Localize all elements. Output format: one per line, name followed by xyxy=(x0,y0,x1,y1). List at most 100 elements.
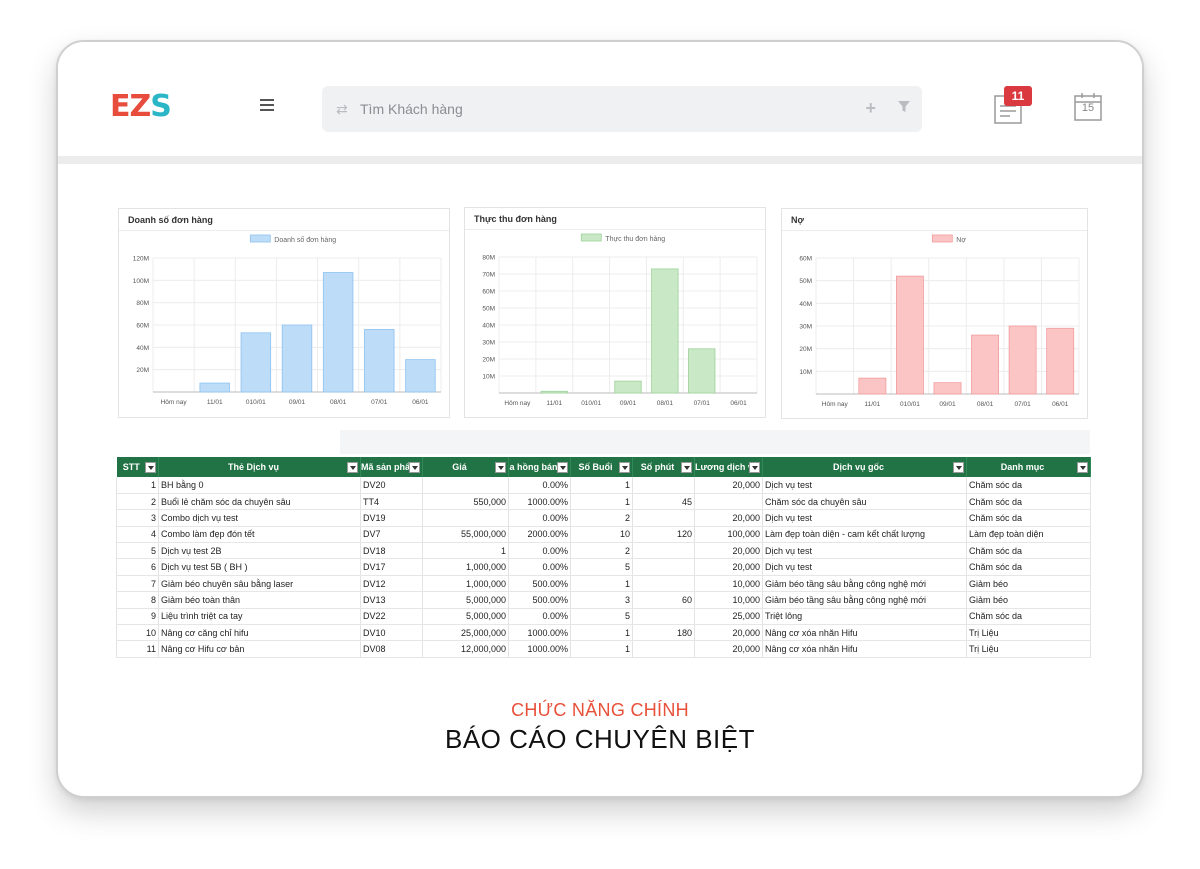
x-tick-label: 06/01 xyxy=(730,400,747,407)
column-header-label: Danh mục xyxy=(1000,462,1045,472)
x-tick-label: 09/01 xyxy=(289,399,306,406)
table-cell: 2 xyxy=(570,542,633,560)
table-cell: 4 xyxy=(116,526,159,544)
y-tick-label: 50M xyxy=(482,306,495,313)
x-tick-label: 11/01 xyxy=(207,399,223,406)
bar xyxy=(896,275,924,395)
table-cell: Dịch vụ test 5B ( BH ) xyxy=(158,558,361,576)
calendar-button[interactable]: 15 xyxy=(1074,92,1104,122)
table-cell: Nâng cơ Hifu cơ bản xyxy=(158,640,361,658)
chart-panel-debt: Nợ Nợ 10M 20M 30M 40M 50M 60M Hôm nay 11/01 010/0… xyxy=(781,208,1088,419)
table-cell xyxy=(632,509,695,527)
table-cell: 10 xyxy=(570,526,633,544)
service-report-table: STT Thẻ Dịch vụ Mã sản phẩ Giá a hồng bán Số … xyxy=(116,457,1091,658)
hamburger-icon[interactable] xyxy=(260,99,274,111)
column-header-label: Số Buổi xyxy=(578,462,613,472)
table-row[interactable]: 4 Combo làm đẹp đón tết DV7 55,000,000 2000.… xyxy=(116,526,1091,544)
table-cell: Buổi lẻ chăm sóc da chuyên sâu xyxy=(158,493,361,511)
table-cell: 1 xyxy=(570,624,633,642)
x-tick-label: Hôm nay xyxy=(161,399,188,406)
table-row[interactable]: 1 BH bằng 0 DV20 0.00% 1 20,000 Dịch vụ test Ch… xyxy=(116,477,1091,494)
column-header-label: Dịch vụ gốc xyxy=(832,462,884,472)
table-row[interactable]: 3 Combo dịch vụ test DV19 0.00% 2 20,000 Dịch … xyxy=(116,509,1091,527)
filter-dropdown-button[interactable] xyxy=(681,462,692,473)
bar xyxy=(1046,327,1075,395)
table-cell: Dịch vụ test xyxy=(762,542,967,560)
column-header: Giá xyxy=(422,457,509,477)
table-cell: Chăm sóc da xyxy=(966,558,1091,576)
table-cell: Chăm sóc da chuyên sâu xyxy=(762,493,967,511)
y-tick-label: 10M xyxy=(799,369,812,376)
table-cell: DV20 xyxy=(360,477,423,494)
table-row[interactable]: 9 Liệu trình triệt ca tay DV22 5,000,000 0.0… xyxy=(116,608,1091,626)
table-cell: Chăm sóc da xyxy=(966,493,1091,511)
table-cell: 1,000,000 xyxy=(422,575,509,593)
table-cell: 20,000 xyxy=(694,477,763,494)
customer-search-input[interactable] xyxy=(360,86,840,132)
table-cell: 20,000 xyxy=(694,640,763,658)
bar xyxy=(364,329,395,393)
table-cell: DV17 xyxy=(360,558,423,576)
table-cell: 500.00% xyxy=(508,591,571,609)
table-cell: Combo dịch vụ test xyxy=(158,509,361,527)
table-cell: 25,000 xyxy=(694,608,763,626)
table-body: 1 BH bằng 0 DV20 0.00% 1 20,000 Dịch vụ test Ch… xyxy=(116,477,1091,658)
table-cell: Dịch vụ test xyxy=(762,558,967,576)
chart-title: Doanh số đơn hàng xyxy=(119,209,449,231)
table-row[interactable]: 5 Dịch vụ test 2B DV18 1 0.00% 2 20,000 Dịch vụ… xyxy=(116,542,1091,560)
table-cell: 60 xyxy=(632,591,695,609)
chart-legend: Doanh số đơn hàng xyxy=(249,234,336,244)
column-header: Mã sản phẩ xyxy=(360,457,423,477)
sync-icon[interactable]: ⇄ xyxy=(336,101,348,117)
table-row[interactable]: 10 Nâng cơ căng chỉ hifu DV10 25,000,000 100… xyxy=(116,624,1091,642)
filter-dropdown-button[interactable] xyxy=(749,462,760,473)
filter-dropdown-button[interactable] xyxy=(409,462,420,473)
table-cell: DV12 xyxy=(360,575,423,593)
x-tick-label: 010/01 xyxy=(900,401,920,408)
ezs-logo[interactable]: EZS xyxy=(110,89,172,124)
table-cell xyxy=(632,608,695,626)
filter-dropdown-button[interactable] xyxy=(557,462,568,473)
table-cell: Dịch vụ test xyxy=(762,477,967,494)
table-cell: DV19 xyxy=(360,509,423,527)
filter-dropdown-button[interactable] xyxy=(145,462,156,473)
filter-icon[interactable] xyxy=(898,101,910,113)
y-tick-label: 60M xyxy=(136,323,149,330)
table-cell: DV08 xyxy=(360,640,423,658)
column-header: STT xyxy=(116,457,159,477)
table-cell: 12,000,000 xyxy=(422,640,509,658)
table-row[interactable]: 7 Giảm béo chuyên sâu bằng laser DV12 1,000… xyxy=(116,575,1091,593)
notes-button[interactable]: 11 xyxy=(994,86,1032,124)
table-cell: Combo làm đẹp đón tết xyxy=(158,526,361,544)
y-tick-label: 30M xyxy=(482,340,495,347)
table-cell: 550,000 xyxy=(422,493,509,511)
x-tick-label: 07/01 xyxy=(694,400,711,407)
table-cell: DV13 xyxy=(360,591,423,609)
filter-dropdown-button[interactable] xyxy=(347,462,358,473)
bar xyxy=(688,348,716,394)
filter-dropdown-button[interactable] xyxy=(1077,462,1088,473)
notification-badge: 11 xyxy=(1004,86,1032,106)
chart-revenue: Doanh số đơn hàng 20M 40M 60M 80M 100M 120M Hôm… xyxy=(133,234,442,406)
legend-label: Doanh số đơn hàng xyxy=(274,235,336,244)
table-cell: BH bằng 0 xyxy=(158,477,361,494)
table-row[interactable]: 2 Buổi lẻ chăm sóc da chuyên sâu TT4 550,00… xyxy=(116,493,1091,511)
table-cell: 5 xyxy=(570,558,633,576)
bar xyxy=(933,382,962,395)
table-cell xyxy=(422,477,509,494)
column-header: Thẻ Dịch vụ xyxy=(158,457,361,477)
column-header-label: Giá xyxy=(452,462,467,472)
table-row[interactable]: 6 Dịch vụ test 5B ( BH ) DV17 1,000,000 0.00… xyxy=(116,558,1091,576)
filter-dropdown-button[interactable] xyxy=(953,462,964,473)
plus-icon[interactable]: + xyxy=(865,98,876,118)
table-row[interactable]: 8 Giảm béo toàn thân DV13 5,000,000 500.00% 3… xyxy=(116,591,1091,609)
bar xyxy=(199,382,230,393)
table-cell: 1000.00% xyxy=(508,493,571,511)
table-row[interactable]: 11 Nâng cơ Hifu cơ bản DV08 12,000,000 1000.… xyxy=(116,640,1091,658)
table-cell: 11 xyxy=(116,640,159,658)
filter-dropdown-button[interactable] xyxy=(495,462,506,473)
calendar-icon xyxy=(1074,93,1102,121)
filter-dropdown-button[interactable] xyxy=(619,462,630,473)
table-cell: 20,000 xyxy=(694,624,763,642)
table-cell: 25,000,000 xyxy=(422,624,509,642)
